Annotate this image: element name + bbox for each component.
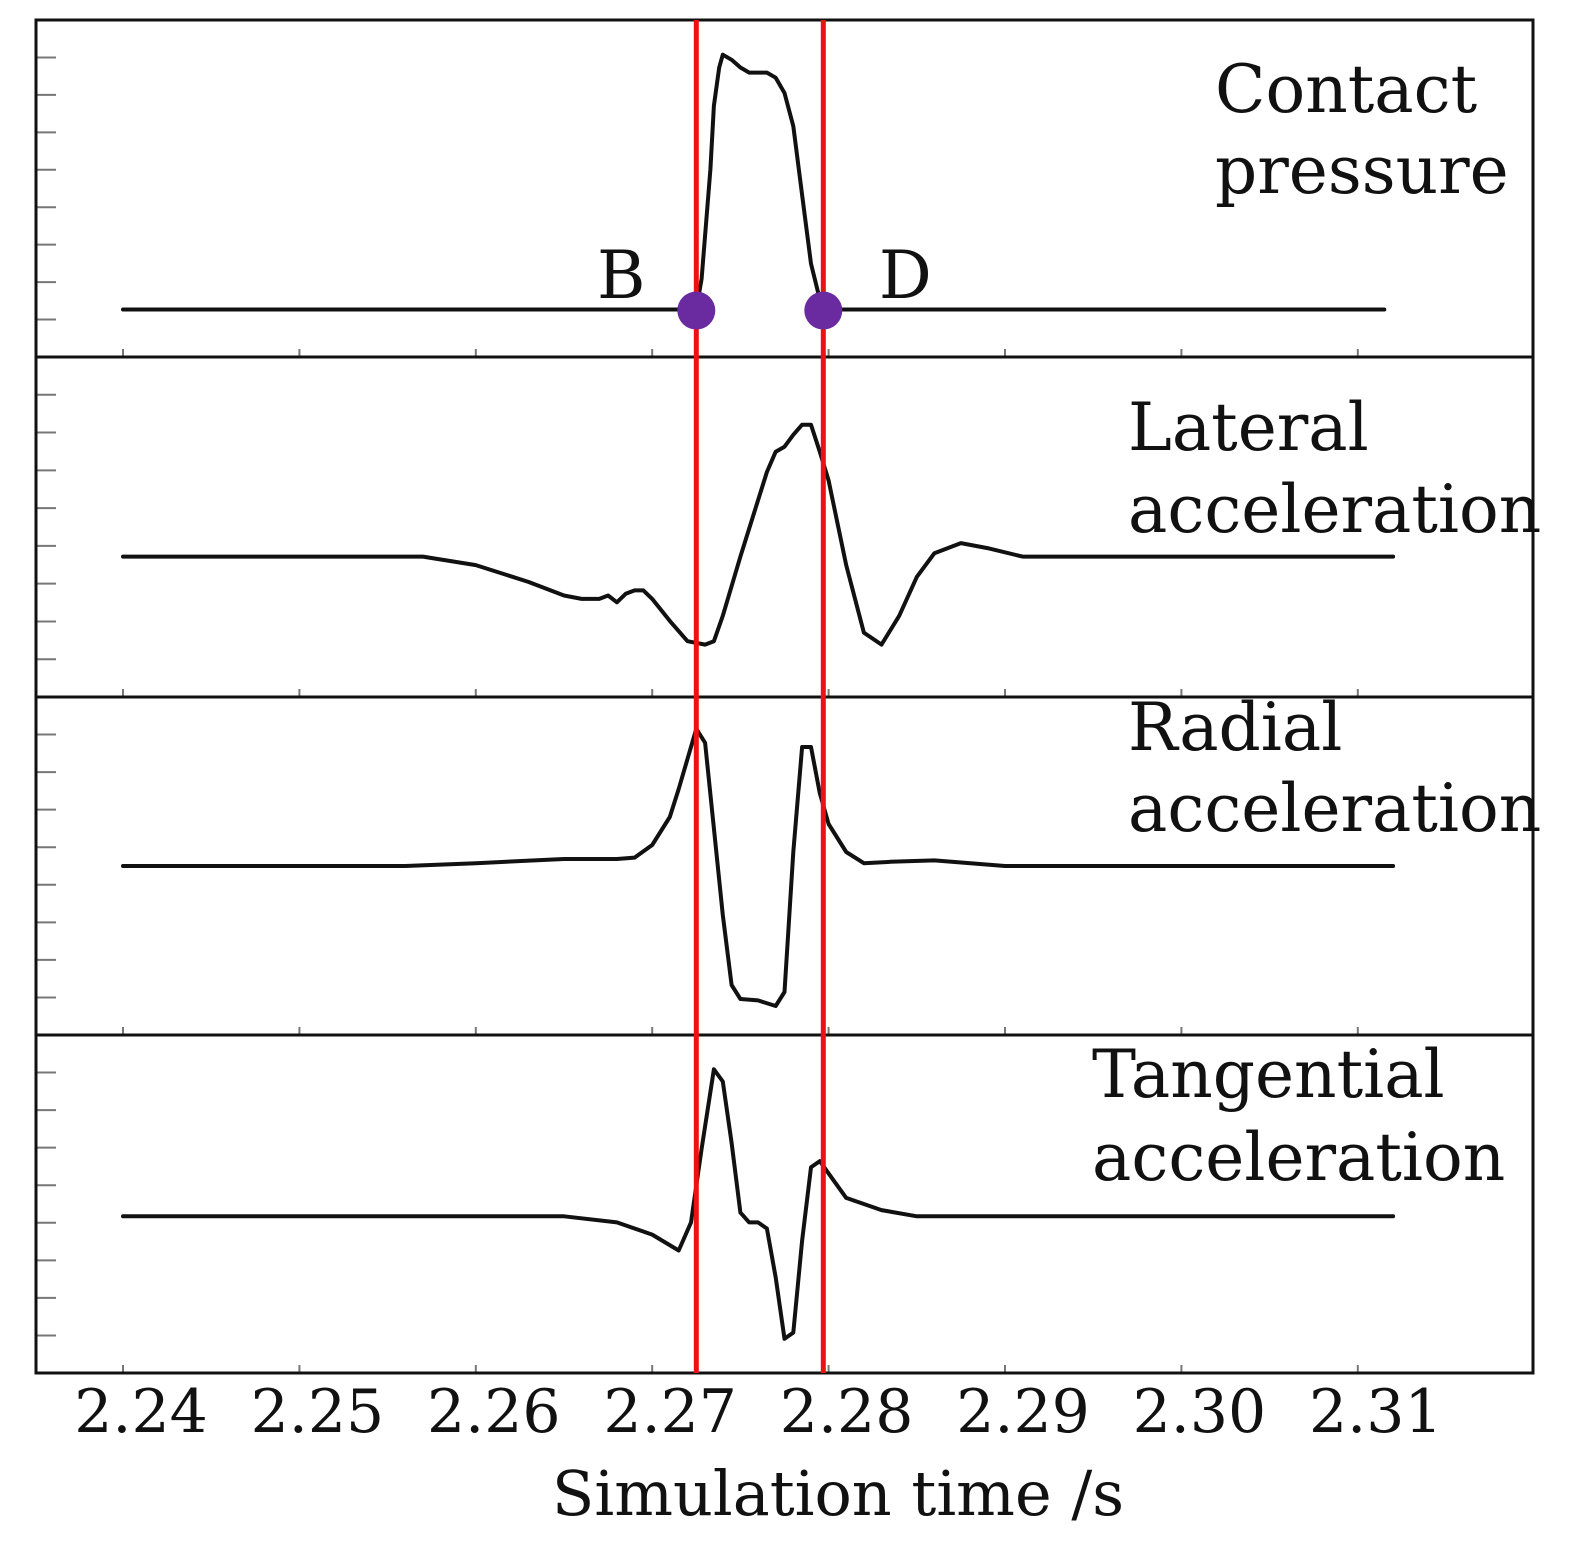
- contact-pressure-curve: [121, 52, 1387, 312]
- panel-label-tangential-line1: Tangential: [1092, 1036, 1445, 1113]
- panel-label-tangential-line2: acceleration: [1092, 1119, 1505, 1196]
- marker-label-d: D: [879, 237, 932, 314]
- x-tick-label: 2.24: [74, 1377, 208, 1447]
- panel-label-lateral-line1: Lateral: [1128, 389, 1369, 466]
- x-tick-label: 2.27: [603, 1377, 737, 1447]
- x-tick-label: 2.30: [1133, 1377, 1267, 1447]
- panel-label-lateral-line2: acceleration: [1128, 471, 1541, 548]
- x-tick-label: 2.29: [956, 1377, 1090, 1447]
- x-tick-label: 2.25: [251, 1377, 385, 1447]
- panel-label-radial-line2: acceleration: [1128, 770, 1541, 847]
- radial-acceleration-curve: [121, 726, 1396, 1008]
- x-tick-label: 2.26: [427, 1377, 561, 1447]
- plot-frame: [34, 18, 1535, 1375]
- lateral-acceleration-curve: [121, 422, 1396, 647]
- panel-label-contact-line1: Contact: [1215, 51, 1477, 128]
- marker-label-b: B: [597, 237, 646, 314]
- panel-label-radial-line1: Radial: [1128, 689, 1342, 766]
- marker-point-d: [804, 291, 843, 330]
- tangential-acceleration-curve: [121, 1067, 1396, 1341]
- x-tick-label: 2.28: [780, 1377, 914, 1447]
- x-axis-title: Simulation time /s: [552, 1457, 1124, 1530]
- marker-point-b: [677, 291, 716, 330]
- panel-label-contact-line2: pressure: [1215, 132, 1509, 209]
- x-tick-label: 2.31: [1309, 1377, 1443, 1447]
